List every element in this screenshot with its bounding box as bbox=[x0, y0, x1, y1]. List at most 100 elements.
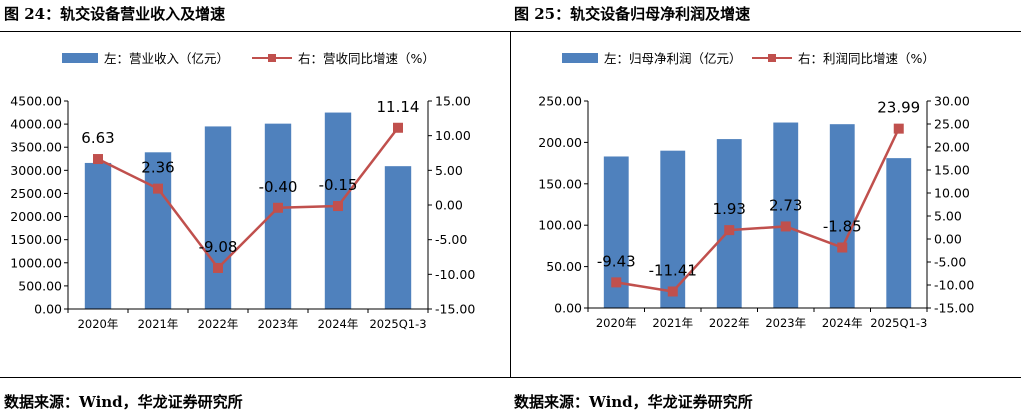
x-tick-label: 2024年 bbox=[318, 317, 359, 331]
left-tick-label: 0.00 bbox=[34, 302, 62, 317]
right-tick-label: 5.00 bbox=[435, 163, 463, 178]
right-tick-label: -5.00 bbox=[934, 255, 966, 270]
source-note: 数据来源：Wind，华龙证券研究所 bbox=[514, 393, 753, 411]
x-tick-label: 2024年 bbox=[822, 316, 863, 330]
bar bbox=[829, 124, 855, 309]
figure-25-panel: 图 25：轨交设备归母净利润及增速 左：归母净利润（亿元） 右：利润同比增速（%）… bbox=[510, 0, 1021, 418]
growth-point bbox=[780, 221, 791, 232]
bar bbox=[716, 139, 742, 308]
growth-data-label: 6.63 bbox=[81, 129, 114, 147]
net-profit-chart: 左：归母净利润（亿元） 右：利润同比增速（%） 0.00 50.00 100.00 150… bbox=[538, 51, 974, 330]
growth-line bbox=[97, 127, 399, 270]
x-tick-label: 2021年 bbox=[652, 316, 693, 330]
left-tick-label: 3500.00 bbox=[10, 140, 62, 155]
legend-bar-label: 左：归母净利润（亿元） bbox=[604, 51, 742, 66]
right-tick-label: -15.00 bbox=[934, 301, 974, 316]
x-tick-label: 2025Q1-3 bbox=[870, 316, 927, 330]
figure-title: 图 24：轨交设备营业收入及增速 bbox=[4, 5, 226, 23]
growth-point bbox=[393, 122, 403, 133]
growth-point bbox=[333, 201, 343, 212]
growth-point bbox=[273, 202, 283, 213]
bar bbox=[204, 126, 232, 309]
growth-data-label: -9.08 bbox=[199, 238, 238, 256]
bar bbox=[886, 158, 912, 308]
left-tick-label: 200.00 bbox=[538, 135, 582, 150]
bar bbox=[84, 162, 112, 309]
x-tick-label: 2023年 bbox=[258, 317, 299, 331]
legend-line-marker bbox=[768, 54, 776, 62]
x-tick-label: 2022年 bbox=[198, 317, 239, 331]
right-tick-label: 0.00 bbox=[934, 232, 962, 247]
growth-data-label: 2.36 bbox=[141, 159, 174, 177]
bar bbox=[384, 166, 412, 309]
x-tick-label: 2022年 bbox=[709, 316, 750, 330]
left-tick-label: 100.00 bbox=[538, 218, 582, 233]
right-tick-label: 10.00 bbox=[435, 128, 471, 143]
left-tick-label: 4500.00 bbox=[10, 94, 62, 109]
growth-data-label: 11.14 bbox=[377, 98, 420, 116]
figure-title: 图 25：轨交设备归母净利润及增速 bbox=[514, 5, 751, 23]
right-tick-label: -15.00 bbox=[435, 302, 475, 317]
right-tick-label: 0.00 bbox=[435, 198, 463, 213]
growth-point bbox=[667, 286, 678, 297]
x-tick-label: 2020年 bbox=[78, 317, 119, 331]
right-tick-label: -10.00 bbox=[934, 278, 974, 293]
bar bbox=[144, 152, 172, 309]
growth-point bbox=[153, 183, 163, 194]
source-note: 数据来源：Wind，华龙证券研究所 bbox=[4, 393, 243, 411]
title-rule bbox=[510, 31, 1021, 32]
left-tick-label: 500.00 bbox=[18, 278, 62, 293]
bar bbox=[773, 122, 799, 308]
legend-line-marker bbox=[268, 54, 276, 62]
legend-bar-swatch bbox=[62, 53, 98, 63]
right-tick-label: 20.00 bbox=[934, 140, 970, 155]
growth-point bbox=[893, 123, 904, 134]
source-rule bbox=[0, 377, 510, 378]
growth-data-label: 2.73 bbox=[769, 196, 802, 214]
growth-point bbox=[611, 277, 622, 288]
left-tick-label: 1500.00 bbox=[10, 232, 62, 247]
growth-data-label: -9.43 bbox=[597, 252, 636, 270]
left-tick-label: 150.00 bbox=[538, 176, 582, 191]
legend-bar-swatch bbox=[562, 53, 598, 63]
growth-data-label: -0.15 bbox=[319, 176, 358, 194]
growth-data-label: -1.85 bbox=[823, 218, 862, 236]
left-tick-label: 3000.00 bbox=[10, 163, 62, 178]
legend-line-label: 右：利润同比增速（%） bbox=[798, 51, 935, 66]
title-rule bbox=[0, 31, 510, 32]
growth-line bbox=[616, 128, 900, 293]
x-tick-label: 2025Q1-3 bbox=[369, 317, 426, 331]
right-tick-label: 15.00 bbox=[934, 163, 970, 178]
revenue-chart: 左：营业收入（亿元） 右：营收同比增速（%） 0.00 500.00 1000.00 15… bbox=[10, 51, 475, 331]
left-tick-label: 2500.00 bbox=[10, 186, 62, 201]
growth-point bbox=[724, 225, 735, 236]
growth-point bbox=[837, 242, 848, 253]
growth-data-label: -0.40 bbox=[259, 178, 298, 196]
right-tick-label: 25.00 bbox=[934, 117, 970, 132]
growth-data-label: 1.93 bbox=[713, 200, 746, 218]
left-tick-label: 250.00 bbox=[538, 94, 582, 109]
growth-data-label: 23.99 bbox=[877, 99, 920, 117]
bar bbox=[660, 150, 686, 308]
x-tick-label: 2020年 bbox=[596, 316, 637, 330]
right-tick-label: 15.00 bbox=[435, 94, 471, 109]
right-tick-label: 30.00 bbox=[934, 94, 970, 109]
panel-divider bbox=[510, 31, 511, 377]
left-tick-label: 4000.00 bbox=[10, 117, 62, 132]
left-tick-label: 0.00 bbox=[554, 301, 582, 316]
legend-line-label: 右：营收同比增速（%） bbox=[298, 51, 435, 66]
growth-point bbox=[93, 154, 103, 165]
left-tick-label: 50.00 bbox=[546, 259, 582, 274]
right-tick-label: 10.00 bbox=[934, 186, 970, 201]
x-tick-label: 2021年 bbox=[138, 317, 179, 331]
growth-point bbox=[213, 262, 223, 273]
figure-24-panel: 图 24：轨交设备营业收入及增速 左：营业收入（亿元） 右：营收同比增速（%） 0.… bbox=[0, 0, 510, 418]
source-rule bbox=[510, 377, 1021, 378]
right-tick-label: 5.00 bbox=[934, 209, 962, 224]
legend-bar-label: 左：营业收入（亿元） bbox=[104, 51, 229, 66]
left-tick-label: 1000.00 bbox=[10, 255, 62, 270]
growth-data-label: -11.41 bbox=[649, 261, 697, 279]
x-tick-label: 2023年 bbox=[765, 316, 806, 330]
right-tick-label: -10.00 bbox=[435, 267, 475, 282]
right-tick-label: -5.00 bbox=[435, 232, 467, 247]
